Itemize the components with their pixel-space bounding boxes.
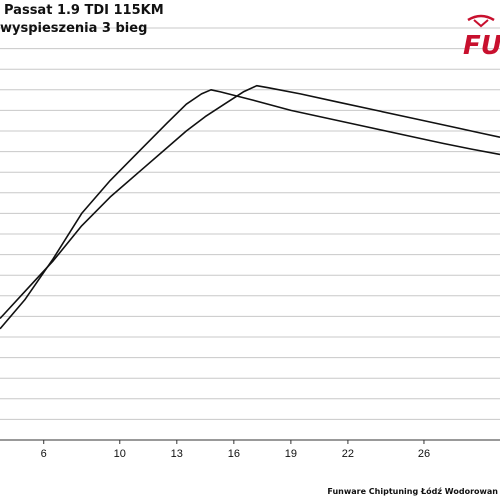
x-tick-label: 10 xyxy=(114,448,126,460)
logo-text: FU xyxy=(463,31,500,61)
series-line-1 xyxy=(0,89,500,330)
funware-logo: FU xyxy=(463,14,500,61)
x-tick-label: 22 xyxy=(342,448,354,460)
x-tick-label: 19 xyxy=(285,448,297,460)
x-tick-label: 16 xyxy=(228,448,240,460)
x-tick-label: 26 xyxy=(418,448,430,460)
x-tick-label: 13 xyxy=(171,448,183,460)
grid xyxy=(0,27,500,441)
footer-credit: Funware Chiptuning Łódź Wodorowan xyxy=(327,487,498,496)
chart-subtitle: wyspieszenia 3 bieg xyxy=(0,21,148,36)
chart-title: Passat 1.9 TDI 115KM xyxy=(4,3,164,18)
series-lines xyxy=(0,84,500,330)
x-tick-labels: 6 10 13 16 19 22 26 xyxy=(41,440,430,460)
series-line-2 xyxy=(0,84,500,320)
x-tick-label: 6 xyxy=(41,448,47,460)
